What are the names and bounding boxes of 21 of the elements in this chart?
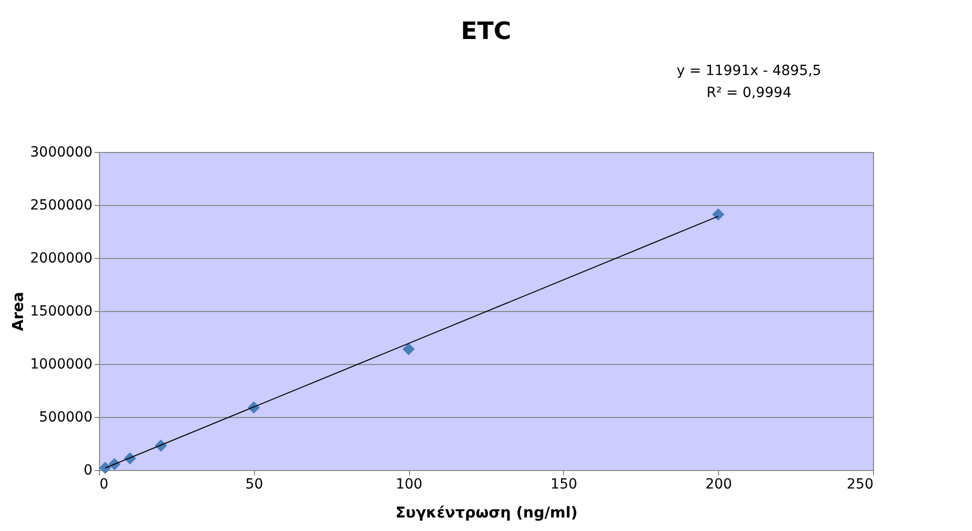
- point: [712, 208, 724, 221]
- x-axis-title: Συγκέντρωση (ng/ml): [395, 504, 578, 522]
- point: [402, 343, 415, 356]
- x-tick-label: 50: [245, 476, 264, 492]
- y-tick-label: 1000000: [30, 356, 92, 372]
- point: [99, 462, 112, 474]
- y-tick-label: 1500000: [30, 304, 92, 320]
- y-tick-label: 3000000: [30, 144, 92, 160]
- text: y = 11991x - 4895,5: [676, 63, 822, 79]
- x-tick-label: 0: [100, 476, 108, 492]
- chart-title: ETC: [460, 17, 512, 45]
- x-tick-label: 150: [550, 476, 578, 492]
- x-tick-label: 250: [846, 476, 874, 492]
- x-tick-label: 100: [396, 476, 422, 492]
- y-tick-label: 2000000: [30, 250, 92, 266]
- text: R² = 0,9994: [706, 85, 792, 101]
- y-tick-label: 2500000: [30, 198, 92, 214]
- y-tick-label: 500000: [39, 410, 92, 426]
- x-tick-label: 200: [705, 476, 732, 492]
- y-axis-title: Area: [9, 292, 28, 332]
- y-tick-label: 0: [84, 462, 92, 478]
